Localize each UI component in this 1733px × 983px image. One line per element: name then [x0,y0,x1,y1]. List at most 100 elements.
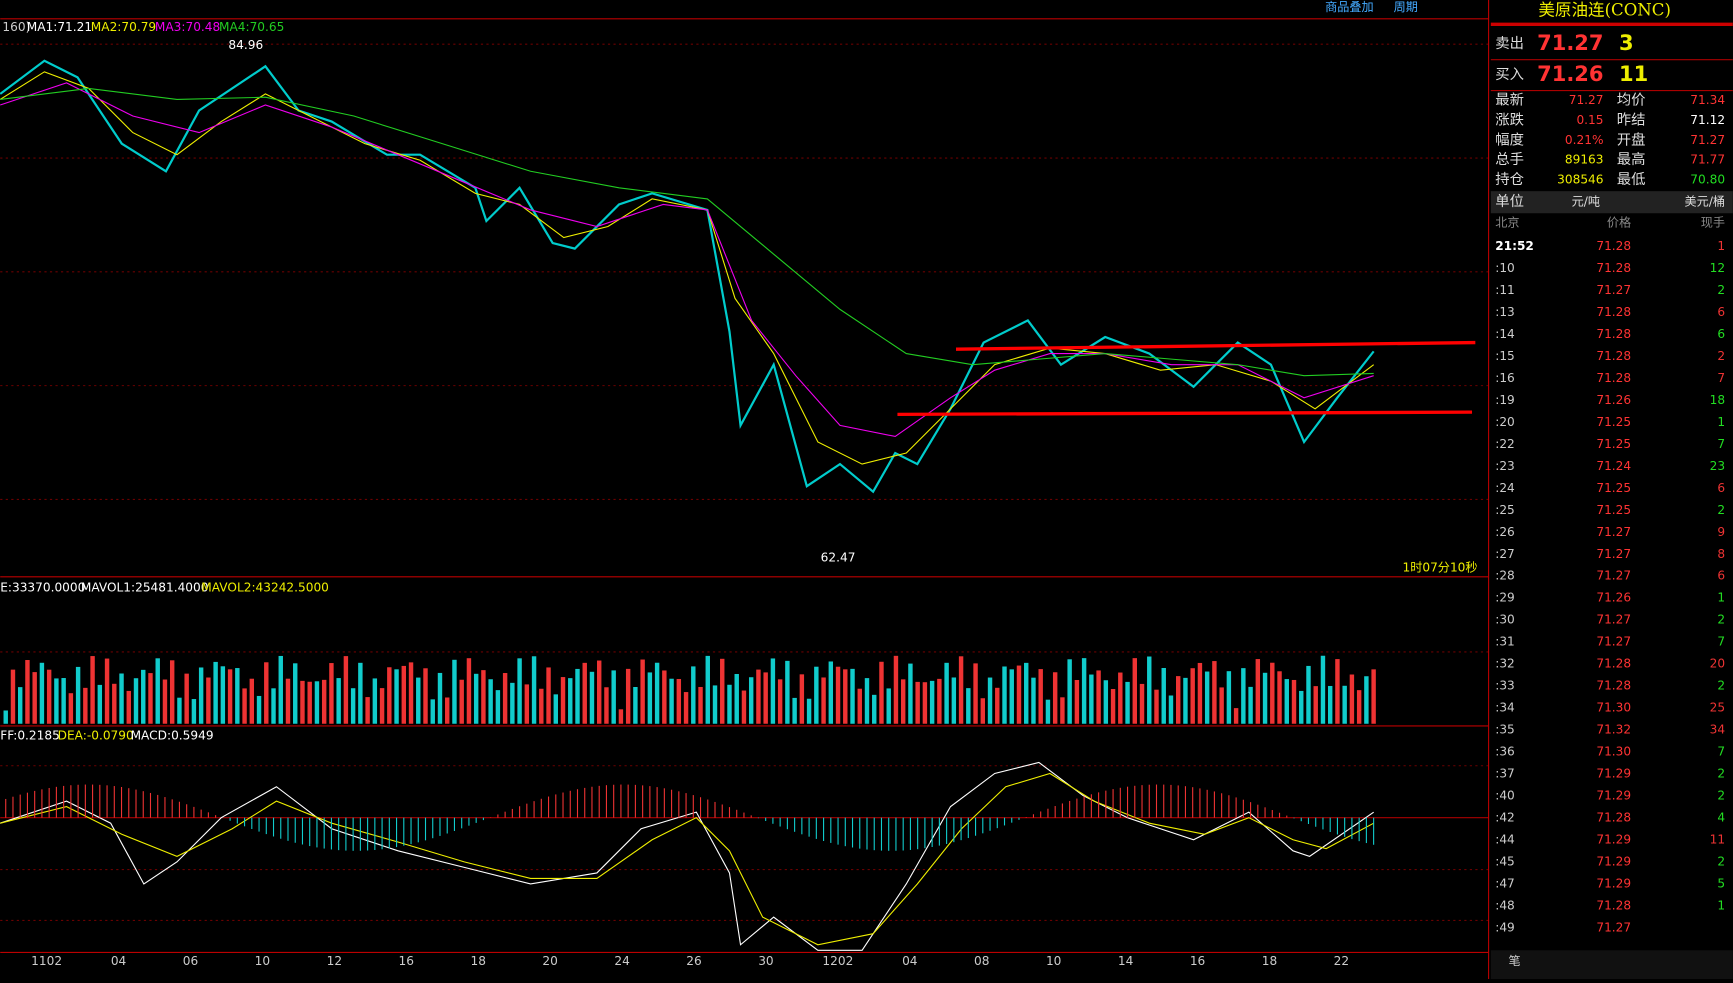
volume-bar [929,680,935,724]
tick-price: 71.29 [1596,767,1631,781]
tick-size: 23 [1710,459,1725,473]
volume-bar [712,685,718,724]
volume-bar [879,661,884,724]
stat-value: 71.77 [1690,153,1725,167]
volume-bar [539,688,544,724]
volume-bar [944,662,949,724]
volume-bar [358,662,363,724]
volume-bar [1270,662,1275,724]
volume-bar [39,662,45,724]
high-label: 84.96 [228,38,263,52]
volume-bar [1233,708,1239,724]
volume-bar [553,694,558,724]
tick-price: 71.27 [1596,921,1631,935]
tick-price: 71.24 [1596,459,1631,473]
volume-bar [915,681,920,724]
volume-bar [488,679,493,724]
tick-time: :23 [1495,459,1515,473]
volume-bar [814,666,819,724]
volume-bar [416,677,421,724]
volume-bar [1226,671,1232,724]
dif-line [0,761,1374,951]
volume-bar [329,663,334,724]
tick-size: 34 [1710,723,1726,737]
tick-time: :49 [1495,921,1515,935]
x-tick-label: 1102 [31,954,62,968]
tick-time: :33 [1495,679,1515,693]
volume-bar [372,678,378,724]
volume-bar [683,692,689,724]
volume-bar [1154,689,1159,724]
tick-price: 71.28 [1596,327,1631,341]
x-tick-label: 22 [1334,954,1349,968]
low-label: 62.47 [821,551,856,565]
volume-bar [517,658,522,724]
volume-bar [83,687,88,724]
volume-bar [1190,668,1195,724]
stat-value: 70.80 [1690,173,1725,187]
menu-item[interactable]: 商品叠加 [1325,0,1374,14]
tick-price: 71.25 [1596,415,1631,429]
tick-price: 71.28 [1596,239,1631,253]
tick-price: 71.27 [1596,635,1631,649]
volume-bar [980,698,986,724]
side-price: 71.26 [1537,62,1603,86]
tick-size: 6 [1717,305,1725,319]
tick-price: 71.27 [1596,525,1631,539]
tick-price: 71.25 [1596,481,1631,495]
unit-option[interactable]: 元/吨 [1572,195,1600,209]
volume-bar [1219,687,1224,724]
tick-size: 12 [1710,261,1725,275]
x-tick-label: 12 [327,954,342,968]
tick-time: :37 [1495,767,1515,781]
volume-bar [922,682,928,724]
tick-size: 7 [1717,437,1725,451]
tab[interactable]: 笔 [1508,953,1520,968]
volume-bar [466,658,472,724]
tick-price: 71.27 [1596,283,1631,297]
volume-bar [10,669,16,724]
tick-time: :20 [1495,415,1515,429]
volume-bar [1009,669,1014,724]
tick-size: 2 [1717,349,1725,363]
volume-bar [1060,697,1065,724]
volume-bar [1241,668,1246,724]
timer: 1时07分10秒 [1402,560,1477,574]
tab-bar [1490,950,1733,979]
tick-time: :36 [1495,745,1515,759]
unit-option[interactable]: 美元/桶 [1685,194,1726,209]
x-tick-label: 08 [974,954,989,968]
tick-price: 71.28 [1596,657,1631,671]
volume-bar [799,674,805,724]
volume-bar [1118,672,1123,724]
volume-bar [97,684,103,724]
volume-bar [336,678,341,724]
ma-line [0,71,1375,465]
volume-bar [1089,674,1094,724]
stat-value: 308546 [1557,173,1603,187]
menu-item[interactable]: 周期 [1394,0,1418,14]
ma-label: MA3:70.48 [155,20,220,34]
x-tick-label: 16 [1190,954,1205,968]
volume-bar [777,679,783,724]
tick-price: 71.28 [1596,305,1631,319]
tick-price: 71.28 [1596,349,1631,363]
tick-size: 2 [1717,767,1725,781]
volume-bar [531,656,537,724]
stat-label: 最低 [1617,171,1646,188]
volume-bar [720,658,725,724]
volume-bar [560,677,566,724]
volume-bar [445,697,450,724]
volume-bar [169,660,175,724]
volume-bar [857,688,862,724]
side-size: 3 [1619,31,1634,55]
stat-label: 开盘 [1617,130,1646,148]
volume-bar [379,688,385,724]
volume-bar [958,656,964,724]
volume-bar [1204,671,1210,724]
volume-bar [68,693,74,724]
stat-label: 涨跌 [1495,111,1524,128]
volume-bar [640,659,645,724]
x-axis: 1102 04 06 10 12 16 18 20 24 26 30 1202 04 08 10 14 16 18… [31,954,1349,968]
tick-time: :28 [1495,569,1515,583]
